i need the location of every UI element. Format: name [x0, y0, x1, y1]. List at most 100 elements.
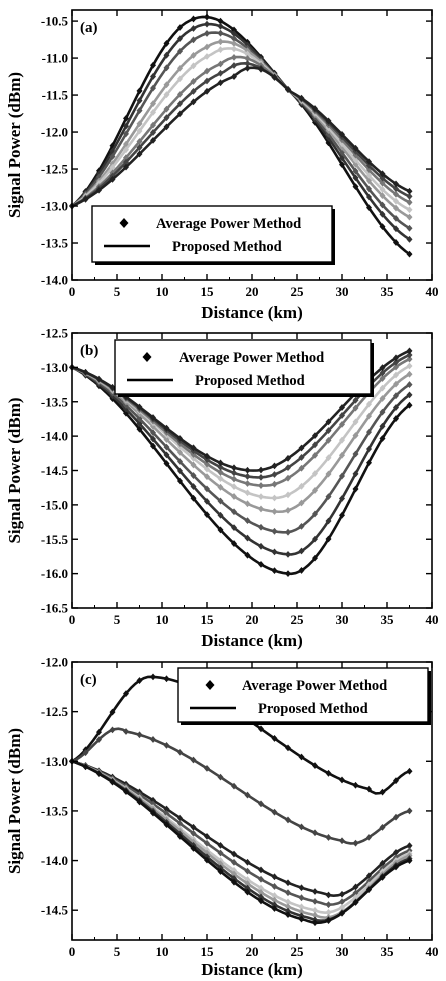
- data-point: [244, 534, 251, 542]
- data-point: [204, 832, 210, 840]
- data-point: [379, 170, 386, 178]
- data-point: [339, 909, 345, 917]
- data-point: [244, 480, 251, 487]
- data-point: [136, 144, 143, 151]
- data-point: [177, 100, 183, 108]
- series-line: [71, 31, 411, 230]
- x-tick-label: 40: [426, 944, 439, 959]
- data-point: [177, 477, 183, 485]
- data-point: [150, 442, 156, 450]
- chart-panel-3: 0 5 10 15 20 25 30 35 40 -14.5 -14.0 -13.5 -13.0 -12.…: [5, 655, 439, 980]
- data-point: [366, 872, 372, 880]
- data-point: [163, 460, 170, 467]
- data-point: [352, 839, 359, 847]
- data-point: [204, 498, 210, 505]
- data-point: [393, 185, 399, 193]
- data-point: [136, 138, 143, 145]
- data-point: [217, 849, 224, 857]
- y-tick-label: -11.0: [42, 51, 68, 66]
- data-point: [82, 763, 89, 771]
- data-point: [258, 866, 264, 874]
- data-point: [123, 409, 129, 417]
- data-point: [244, 473, 251, 480]
- x-tick-label: 40: [426, 284, 439, 299]
- data-point: [379, 375, 386, 382]
- data-point: [150, 429, 156, 437]
- data-point: [339, 776, 345, 784]
- data-point: [298, 94, 305, 102]
- data-point: [258, 65, 264, 73]
- data-point: [177, 748, 183, 756]
- data-point: [271, 471, 278, 478]
- data-point: [379, 369, 386, 377]
- panel-label: (a): [80, 20, 98, 36]
- series-6: [69, 53, 413, 210]
- data-point: [123, 146, 129, 154]
- x-tick-label: 10: [156, 612, 169, 627]
- series-line: [71, 47, 411, 211]
- data-point: [123, 122, 129, 130]
- data-point: [298, 823, 305, 831]
- data-point: [217, 526, 224, 534]
- data-point: [244, 64, 251, 72]
- data-point: [298, 567, 305, 574]
- data-point: [190, 51, 197, 59]
- data-point: [150, 73, 156, 80]
- data-point: [312, 911, 318, 919]
- data-point: [163, 123, 170, 131]
- data-point: [150, 736, 156, 743]
- data-point: [298, 547, 305, 555]
- data-point: [204, 460, 210, 468]
- data-point: [231, 53, 237, 61]
- data-point: [285, 898, 291, 906]
- data-point: [244, 551, 251, 559]
- data-point: [109, 383, 116, 391]
- data-point: [204, 13, 210, 21]
- y-tick-label: -14.5: [41, 903, 69, 918]
- data-point: [393, 404, 399, 411]
- data-point: [366, 185, 372, 193]
- data-point: [204, 764, 210, 772]
- data-point: [366, 412, 372, 420]
- data-point: [312, 432, 318, 440]
- data-point: [325, 535, 332, 543]
- data-point: [244, 867, 251, 875]
- data-point: [177, 819, 183, 827]
- data-point: [231, 62, 237, 69]
- data-point: [177, 110, 183, 118]
- data-point: [285, 454, 291, 462]
- y-tick-label: -16.5: [41, 601, 69, 616]
- data-point: [312, 535, 318, 543]
- panel-label: (c): [80, 672, 97, 688]
- data-point: [298, 454, 305, 461]
- x-tick-label: 30: [336, 612, 349, 627]
- data-point: [244, 50, 251, 58]
- data-point: [379, 435, 386, 442]
- data-point: [204, 456, 210, 464]
- data-point: [258, 725, 264, 733]
- data-point: [339, 472, 345, 480]
- data-point: [204, 53, 210, 60]
- data-point: [339, 420, 345, 428]
- data-point: [366, 158, 372, 166]
- data-point: [217, 38, 224, 46]
- data-point: [177, 90, 183, 98]
- data-point: [379, 422, 386, 430]
- data-point: [271, 480, 278, 488]
- data-point: [406, 187, 413, 195]
- data-point: [244, 517, 251, 525]
- data-point: [177, 24, 183, 31]
- data-point: [406, 842, 413, 850]
- data-point: [231, 493, 237, 500]
- data-point: [312, 510, 318, 518]
- data-point: [109, 160, 116, 167]
- data-point: [406, 391, 413, 399]
- data-point: [163, 40, 170, 47]
- data-point: [271, 494, 278, 502]
- data-point: [271, 873, 278, 881]
- data-point: [231, 524, 237, 532]
- data-point: [136, 425, 143, 433]
- data-point: [204, 20, 210, 28]
- x-tick-label: 35: [381, 612, 395, 627]
- x-tick-label: 0: [69, 944, 76, 959]
